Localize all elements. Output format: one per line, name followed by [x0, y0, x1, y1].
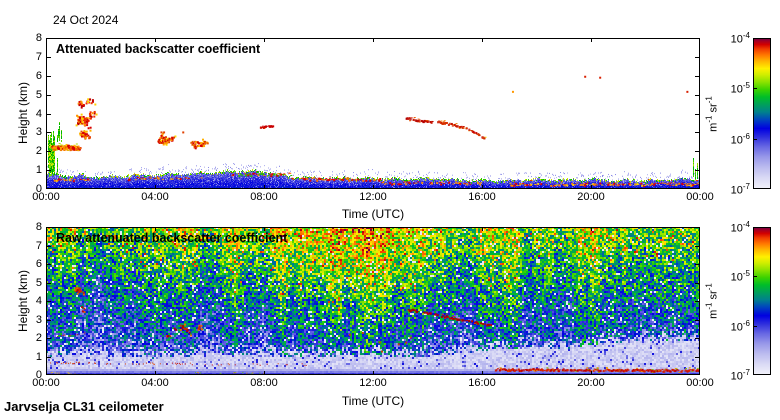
colorbar-unit-label: m-1 sr-1 — [704, 95, 720, 132]
colorbar-tick-label: 10-4 — [730, 220, 750, 235]
x-tick-label: 16:00 — [468, 191, 496, 203]
colorbar-tick-label: 10-5 — [730, 81, 750, 96]
colorbar-unit-label: m-1 sr-1 — [704, 283, 720, 319]
attenuated-backscatter-heatmap — [46, 38, 700, 189]
x-tick-label: 12:00 — [359, 191, 387, 203]
y-tick-label: 2 — [35, 145, 42, 158]
colorbar-tick-label: 10-6 — [730, 318, 750, 334]
x-tick-label: 16:00 — [468, 377, 496, 389]
y-tick-label: 6 — [35, 258, 42, 270]
x-tick-label: 04:00 — [141, 377, 169, 389]
x-tick-label: 12:00 — [359, 377, 387, 389]
y-tick-label: 2 — [35, 332, 42, 344]
colorbar-tick-label: 10-6 — [730, 131, 750, 147]
x-tick-label: 08:00 — [250, 377, 278, 389]
panel1-title: Attenuated backscatter coefficient — [56, 42, 261, 56]
x-tick-label: 04:00 — [141, 191, 169, 203]
y-tick-label: 6 — [35, 69, 42, 82]
colorbar-tick-label: 10-5 — [730, 269, 750, 284]
x-tick-label: 00:00 — [686, 191, 714, 203]
x-tick-label: 00:00 — [32, 191, 60, 203]
raw-backscatter-heatmap — [46, 227, 700, 375]
x-tick-label: 00:00 — [686, 377, 714, 389]
colorbar-tick-label: 10-4 — [730, 31, 750, 46]
y-tick-label: 1 — [35, 350, 42, 363]
panel1-colorbar — [753, 38, 771, 189]
panel1-x-axis-label: Time (UTC) — [341, 207, 405, 221]
colorbar-tick-label: 10-7 — [730, 182, 750, 197]
panel2-title: Raw attenuated backscatter coefficient — [56, 231, 288, 245]
panel2-y-axis-label: Height (km) — [16, 269, 30, 333]
x-tick-label: 20:00 — [577, 191, 605, 203]
x-tick-label: 00:00 — [32, 377, 60, 389]
y-tick-label: 1 — [35, 164, 42, 177]
date-label: 24 Oct 2024 — [53, 13, 119, 27]
x-tick-label: 08:00 — [250, 191, 278, 203]
colorbar-tick-label: 10-7 — [730, 368, 750, 383]
instrument-label: Jarvselja CL31 ceilometer — [4, 399, 164, 414]
y-tick-label: 8 — [35, 32, 42, 44]
x-tick-label: 20:00 — [577, 377, 605, 389]
y-tick-label: 7 — [35, 50, 42, 63]
panel2-colorbar — [753, 227, 771, 375]
y-tick-label: 7 — [35, 239, 42, 252]
y-tick-label: 0 — [35, 183, 42, 195]
panel1-y-axis-label: Height (km) — [16, 81, 30, 145]
y-tick-label: 0 — [35, 369, 42, 381]
panel2-x-axis-label: Time (UTC) — [341, 394, 405, 408]
y-tick-label: 8 — [35, 221, 42, 233]
